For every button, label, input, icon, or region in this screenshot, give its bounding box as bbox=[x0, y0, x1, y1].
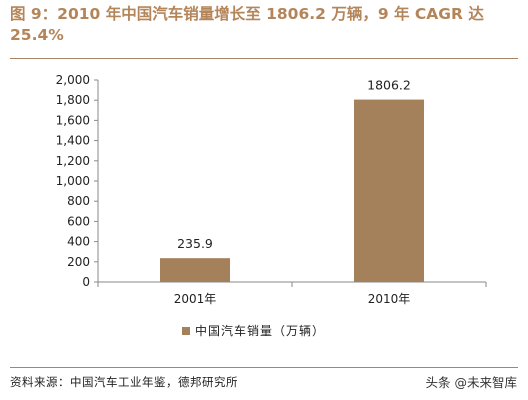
y-tick-label: 1,800 bbox=[56, 93, 90, 107]
y-tick-label: 1,000 bbox=[56, 174, 90, 188]
bars: 235.9 1806.2 bbox=[160, 78, 424, 283]
x-category-label: 2001年 bbox=[174, 292, 217, 306]
x-category-label: 2010年 bbox=[368, 292, 411, 306]
legend-label: 中国汽车销量（万辆） bbox=[195, 323, 325, 338]
legend: 中国汽车销量（万辆） bbox=[182, 323, 325, 338]
y-tick-label: 0 bbox=[82, 275, 90, 289]
bar bbox=[160, 258, 230, 282]
bar-value-label: 235.9 bbox=[177, 236, 213, 251]
chart-title: 图 9：2010 年中国汽车销量增长至 1806.2 万辆，9 年 CAGR 达… bbox=[10, 5, 484, 44]
x-axis: 2001年 2010年 bbox=[97, 281, 487, 306]
y-tick-label: 1,600 bbox=[56, 113, 90, 127]
bar bbox=[354, 99, 424, 283]
title-divider bbox=[10, 58, 518, 59]
legend-swatch bbox=[182, 327, 190, 335]
source-note: 资料来源：中国汽车工业年鉴，德邦研究所 bbox=[10, 375, 238, 389]
y-tick-label: 400 bbox=[67, 235, 90, 249]
y-tick-label: 1,200 bbox=[56, 154, 90, 168]
y-tick-label: 200 bbox=[67, 255, 90, 269]
y-tick-label: 2,000 bbox=[56, 73, 90, 87]
watermark-text: 头条 @未来智库 bbox=[425, 375, 517, 390]
bar-value-label: 1806.2 bbox=[367, 78, 411, 93]
watermark: 头条 @未来智库 bbox=[426, 372, 518, 391]
y-axis: 0 200 400 600 800 1,000 1,200 1,400 1,600 1,800 2,… bbox=[56, 73, 99, 289]
y-tick-label: 600 bbox=[67, 214, 90, 228]
y-tick-label: 1,400 bbox=[56, 134, 90, 148]
y-tick-label: 800 bbox=[67, 194, 90, 208]
footer-divider bbox=[10, 367, 518, 368]
